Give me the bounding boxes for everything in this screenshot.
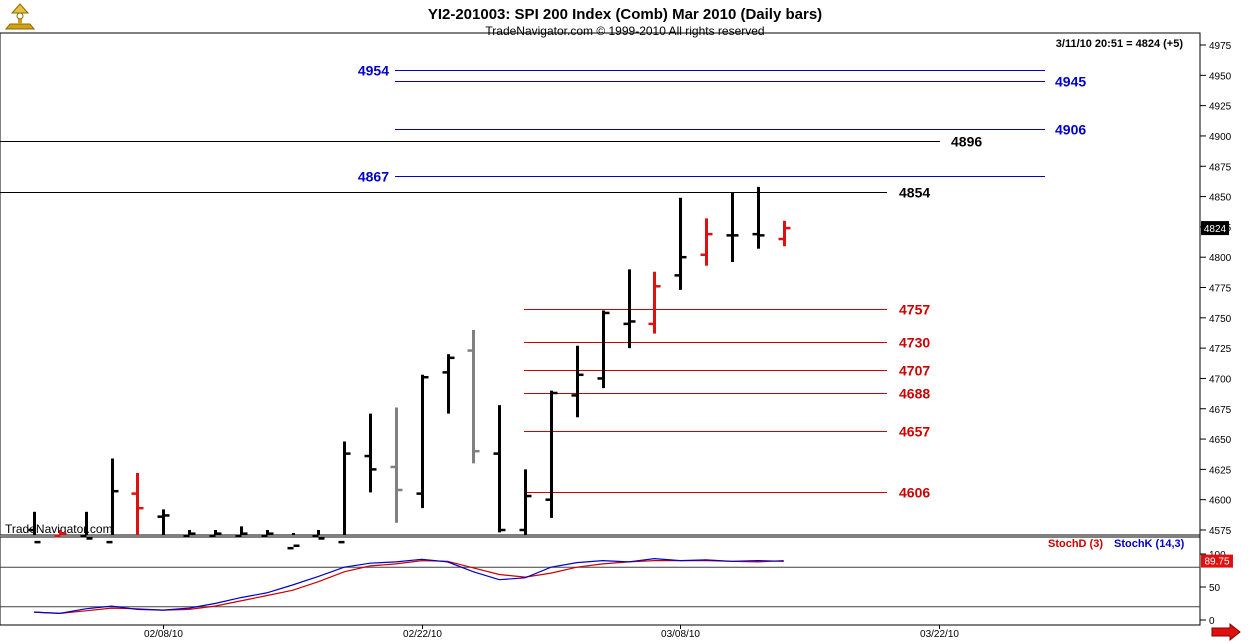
- level-label-4854: 4854: [899, 185, 930, 201]
- price-tick-label: 4700: [1209, 374, 1232, 385]
- level-label-4730: 4730: [899, 335, 930, 351]
- price-tick-label: 4725: [1209, 344, 1232, 355]
- last-price-marker: 4824: [1201, 221, 1229, 236]
- price-tick-label: 4675: [1209, 405, 1232, 416]
- price-tick-label: 4625: [1209, 465, 1232, 476]
- chart-subtitle: TradeNavigator.com © 1999-2010 All right…: [485, 24, 764, 38]
- price-tick-label: 4800: [1209, 253, 1232, 264]
- level-label-4954: 4954: [358, 63, 389, 79]
- scroll-right-arrow-icon[interactable]: [1211, 622, 1241, 642]
- stoch-tick-label: 50: [1209, 583, 1221, 594]
- date-axis-ticks: 02/08/10 02/22/10 03/08/10 03/22/10: [144, 625, 959, 640]
- price-panel-frame: [0, 32, 1201, 536]
- level-label-4945: 4945: [1055, 74, 1086, 90]
- price-tick-label: 4875: [1209, 162, 1232, 173]
- price-tick-label: 4750: [1209, 314, 1232, 325]
- chart-title: YI2-201003: SPI 200 Index (Comb) Mar 201…: [428, 6, 822, 23]
- stoch-legend-k: StochK (14,3): [1114, 538, 1185, 550]
- price-tick-label: 4600: [1209, 496, 1232, 507]
- level-label-4688: 4688: [899, 386, 930, 402]
- price-bars: [28, 186, 791, 550]
- price-tick-label: 4650: [1209, 435, 1232, 446]
- date-tick-label: 03/22/10: [920, 629, 959, 640]
- date-tick-label: 03/08/10: [661, 629, 700, 640]
- level-label-4896: 4896: [951, 134, 982, 150]
- last-price-label: 4824: [1204, 224, 1227, 235]
- level-label-4657: 4657: [899, 424, 930, 440]
- stoch-last-label: 89.75: [1204, 557, 1229, 568]
- level-label-4867: 4867: [358, 169, 389, 185]
- price-tick-label: 4775: [1209, 284, 1232, 295]
- price-tick-label: 4850: [1209, 193, 1232, 204]
- price-tick-label: 4575: [1209, 526, 1232, 537]
- watermark: TradeNavigator.com: [5, 522, 113, 536]
- price-tick-label: 4900: [1209, 132, 1232, 143]
- price-tick-label: 4925: [1209, 102, 1232, 113]
- price-tick-label: 4950: [1209, 71, 1232, 82]
- stoch-tick-label: 0: [1209, 616, 1215, 627]
- stoch-legend-d: StochD (3): [1048, 538, 1103, 550]
- stochastic-panel: 050100StochD (3)StochK (14,3)89.75: [0, 538, 1233, 627]
- status-readout: 3/11/10 20:51 = 4824 (+5): [1056, 38, 1184, 50]
- level-label-4906: 4906: [1055, 122, 1086, 138]
- trade-navigator-logo-icon: [4, 3, 36, 30]
- level-label-4707: 4707: [899, 363, 930, 379]
- level-label-4757: 4757: [899, 302, 930, 318]
- last-price-box: [1201, 221, 1229, 236]
- stoch-last-box: [1201, 554, 1233, 568]
- level-label-4606: 4606: [899, 485, 930, 501]
- price-levels: 4954 4945 4906 4896 4867 4854 4757 4730 4707 4688…: [0, 63, 1086, 501]
- stoch-series-1: [33, 557, 784, 615]
- date-tick-label: 02/22/10: [403, 629, 442, 640]
- date-tick-label: 02/08/10: [144, 629, 183, 640]
- stoch-panel-frame: [0, 536, 1201, 626]
- price-axis-ticks: 4575 4600 4625 4650 4675 4700 4725 4750 4775 4800…: [1200, 41, 1232, 537]
- price-tick-label: 4975: [1209, 41, 1232, 52]
